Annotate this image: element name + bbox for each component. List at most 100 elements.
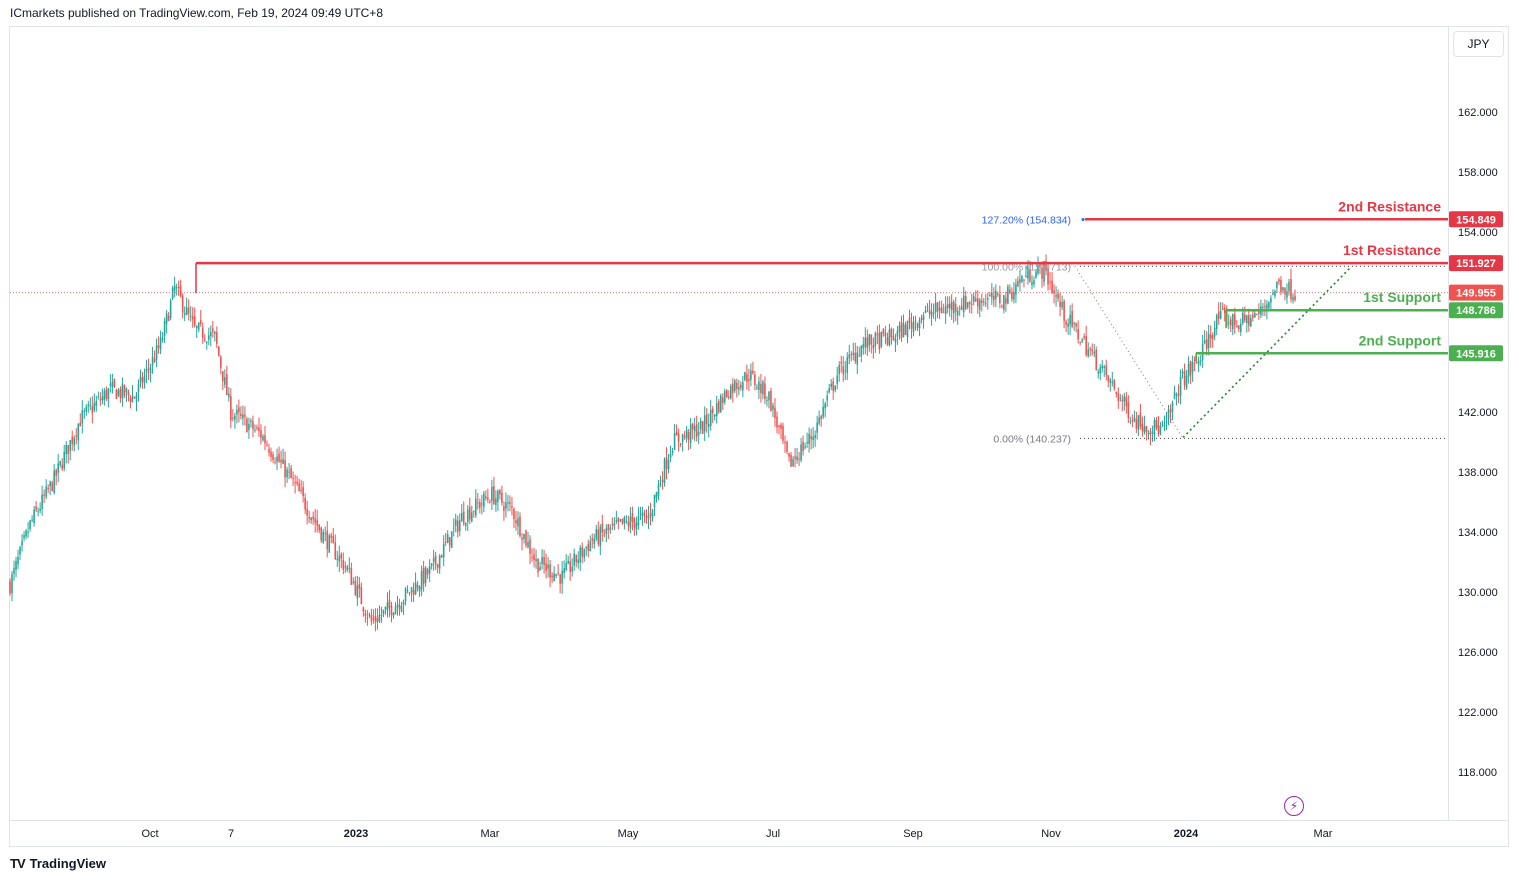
candle-body <box>993 295 995 301</box>
candle-body <box>553 573 555 581</box>
date-tick-label: Sep <box>903 828 923 840</box>
candle-body <box>322 531 325 543</box>
candle-body <box>456 520 459 532</box>
candle-body <box>314 518 316 523</box>
date-tick-label: Oct <box>141 828 158 840</box>
candle-body <box>623 517 626 524</box>
candle-body <box>1286 291 1288 298</box>
candle-body <box>501 492 503 503</box>
candle-body <box>603 534 606 536</box>
candle-body <box>1219 310 1222 319</box>
lightning-icon[interactable]: ⚡ <box>1284 796 1304 816</box>
candle-body <box>675 432 678 436</box>
currency-selector-button[interactable]: JPY <box>1453 31 1504 57</box>
candle-body <box>559 574 561 584</box>
candle-body <box>842 366 845 375</box>
candle-body <box>1129 421 1132 423</box>
candle-body <box>507 502 509 504</box>
current-price-tag-label: 149.955 <box>1456 288 1496 300</box>
candle-body <box>123 384 126 396</box>
candle-body <box>954 304 957 312</box>
candle-body <box>876 334 879 336</box>
date-tick-label: Mar <box>1314 828 1333 840</box>
candle-body <box>948 303 951 309</box>
candle-body <box>693 426 696 432</box>
candle-body <box>1153 420 1156 435</box>
candle-body <box>1239 323 1242 332</box>
candle-body <box>958 308 961 310</box>
candle-body <box>579 547 582 563</box>
candle-body <box>900 322 903 339</box>
candle-body <box>862 344 865 349</box>
candle-body <box>466 509 469 522</box>
candle-body <box>312 516 314 520</box>
candle-body <box>601 523 604 533</box>
candle-body <box>1280 280 1282 293</box>
candle-body <box>627 521 630 526</box>
candle-body <box>27 531 29 533</box>
candle-body <box>974 298 977 302</box>
candle-body <box>181 295 184 313</box>
candle-body <box>420 571 423 590</box>
fibonacci-dot <box>1081 217 1085 221</box>
level-name-label: 2nd Support <box>1359 332 1442 348</box>
candle-body <box>308 517 310 519</box>
candle-body <box>428 566 431 574</box>
candle-body <box>1175 393 1178 396</box>
candle-body <box>864 337 867 347</box>
candle-body <box>808 433 810 444</box>
candle-body <box>189 315 192 317</box>
candle-body <box>169 300 172 318</box>
candle-body <box>752 370 754 374</box>
candle-body <box>756 387 758 389</box>
candle-body <box>320 527 323 541</box>
candle-body <box>962 295 965 313</box>
candle-body <box>452 527 455 529</box>
candle-body <box>294 482 296 484</box>
candle-body <box>155 345 158 360</box>
candle-body <box>848 354 851 359</box>
candle-body <box>222 371 224 382</box>
candle-body <box>942 311 945 313</box>
date-tick-label: Mar <box>481 828 500 840</box>
candle-body <box>834 385 837 391</box>
price-tick-label: 142.000 <box>1458 407 1498 419</box>
candle-body <box>709 409 712 427</box>
candle-body <box>625 520 628 522</box>
candle-body <box>890 328 893 338</box>
candle-body <box>1123 395 1126 402</box>
price-axis-ticks: 162.000 158.000 154.000 142.000 138.000 134.0… <box>1458 107 1498 779</box>
candle-body <box>236 409 238 415</box>
candle-body <box>1061 301 1063 308</box>
candle-body <box>199 320 202 324</box>
candle-body <box>866 337 869 348</box>
candle-body <box>661 479 664 483</box>
candle-body <box>916 323 919 328</box>
candle-body <box>611 523 614 525</box>
candle-body <box>436 563 439 568</box>
candle-body <box>376 618 379 623</box>
candle-body <box>868 334 871 346</box>
candle-body <box>396 604 399 607</box>
candle-body <box>597 529 600 544</box>
candle-body <box>806 441 808 443</box>
candle-body <box>481 503 483 505</box>
candle-body <box>51 482 53 491</box>
candle-body <box>81 410 84 424</box>
candle-body <box>173 285 176 292</box>
candle-body <box>533 554 535 560</box>
candle-body <box>804 446 806 448</box>
price-tag-label: 151.927 <box>1456 258 1496 270</box>
candle-body <box>97 396 100 398</box>
candle-body <box>444 541 447 543</box>
price-tick-label: 162.000 <box>1458 107 1498 119</box>
candle-body <box>1045 260 1047 271</box>
footer-brand[interactable]: TV TradingView <box>10 856 106 871</box>
candle-body <box>964 296 967 309</box>
candle-body <box>151 356 154 366</box>
candle-body <box>525 530 527 546</box>
candle-body <box>1262 306 1264 308</box>
candle-body <box>826 395 828 401</box>
candle-body <box>934 303 937 313</box>
